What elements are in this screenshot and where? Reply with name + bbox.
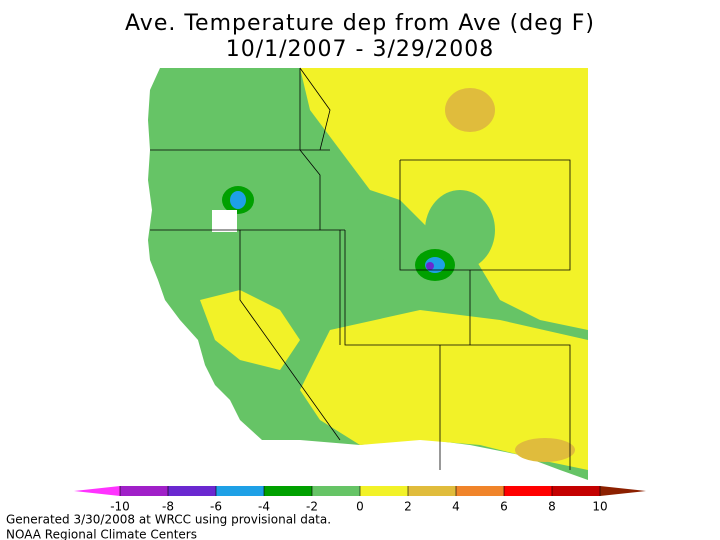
cool-area — [345, 195, 395, 265]
legend-tick-label: -8 — [162, 500, 174, 514]
legend-tick-label: 4 — [452, 500, 460, 514]
legend-tick-label: 2 — [404, 500, 412, 514]
map — [148, 67, 588, 480]
cool-area — [425, 190, 495, 270]
legend-swatch — [456, 486, 504, 496]
map-title: Ave. Temperature dep from Ave (deg F) — [125, 11, 595, 36]
legend-swatch — [408, 486, 456, 496]
legend-swatch — [504, 486, 552, 496]
legend-tick-label: -2 — [306, 500, 318, 514]
cold-spot — [230, 191, 246, 209]
warm-spot — [515, 438, 575, 462]
legend-tick-label: -10 — [110, 500, 130, 514]
state-borders — [150, 67, 571, 470]
legend-tick-label: 6 — [500, 500, 508, 514]
warm-area-south — [300, 310, 588, 470]
legend-swatch — [312, 486, 360, 496]
legend-tick-label: -4 — [258, 500, 270, 514]
legend-tick-label: 10 — [592, 500, 607, 514]
legend-extension — [74, 486, 120, 496]
legend: -10 -8 -6 -4 -2 0 2 4 6 8 10 — [74, 486, 646, 514]
legend-swatch — [120, 486, 168, 496]
no-data — [212, 210, 237, 232]
footer-line: Generated 3/30/2008 at WRCC using provis… — [6, 513, 331, 527]
cold-spot — [426, 262, 434, 270]
legend-swatch — [552, 486, 600, 496]
legend-swatch — [360, 486, 408, 496]
legend-tick-label: 0 — [356, 500, 364, 514]
warm-spot — [445, 88, 495, 132]
legend-extension — [600, 486, 646, 496]
legend-swatch — [264, 486, 312, 496]
footer-line: NOAA Regional Climate Centers — [6, 528, 197, 540]
legend-tick-label: 8 — [548, 500, 556, 514]
legend-swatch — [168, 486, 216, 496]
legend-swatch — [216, 486, 264, 496]
warm-area-west — [200, 290, 300, 370]
legend-tick-label: -6 — [210, 500, 222, 514]
map-subtitle: 10/1/2007 - 3/29/2008 — [226, 37, 495, 62]
